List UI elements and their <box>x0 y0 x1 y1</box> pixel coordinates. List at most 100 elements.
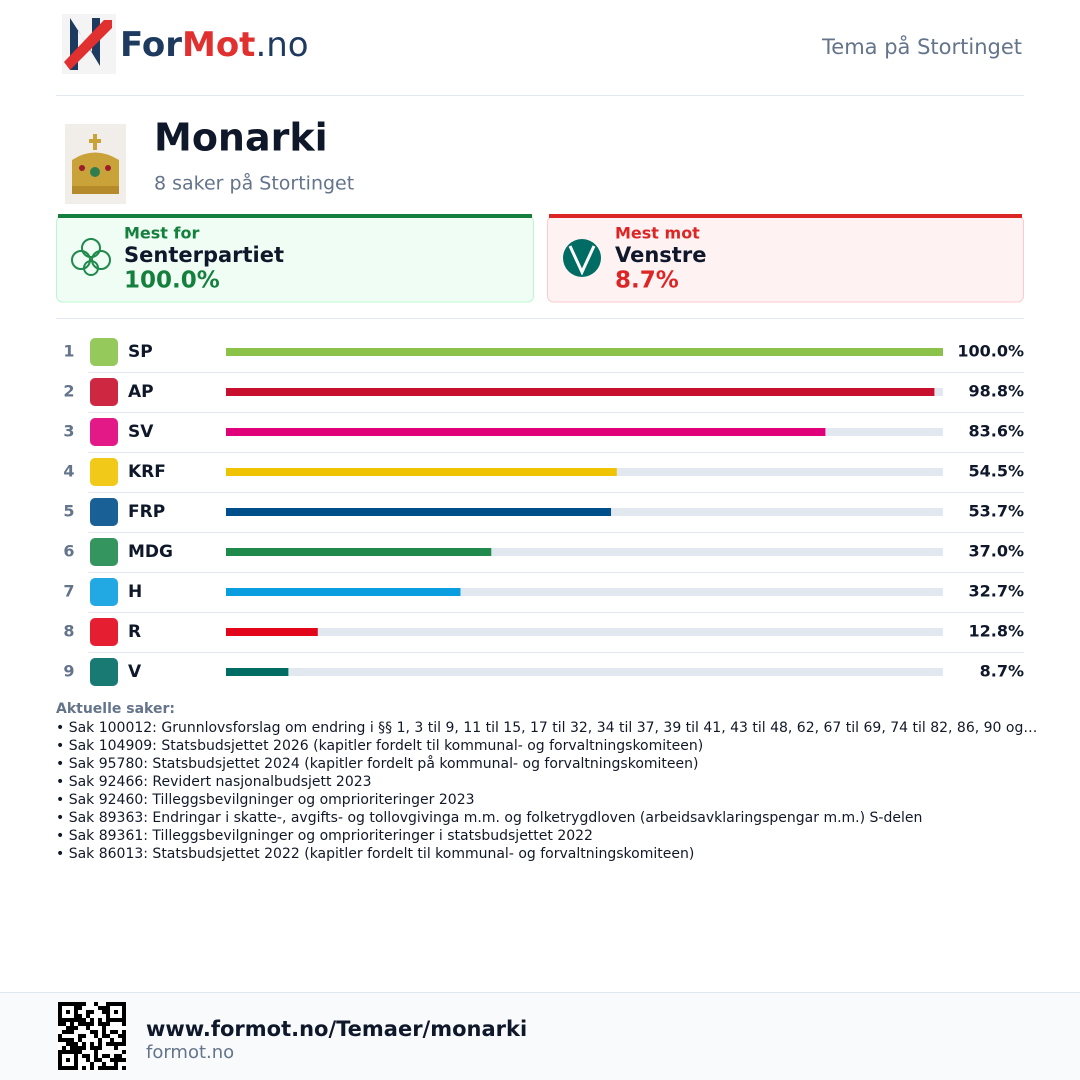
qr-module <box>86 1014 90 1018</box>
qr-module <box>62 1050 66 1054</box>
card-party: Senterpartiet <box>124 243 284 267</box>
card-label: Mest mot <box>615 224 700 243</box>
section-link[interactable]: Tema på Stortinget <box>821 34 1022 59</box>
card-most-for: Mest for Senterpartiet 100.0% <box>56 214 534 303</box>
party-name: SP <box>128 342 153 362</box>
party-logo <box>90 618 118 646</box>
qr-module <box>114 1058 118 1062</box>
qr-module <box>114 1066 118 1070</box>
qr-module <box>74 1050 78 1054</box>
qr-module <box>74 1062 78 1066</box>
qr-module <box>106 1018 110 1022</box>
qr-module <box>90 1062 94 1066</box>
party-logo <box>90 418 118 446</box>
brand-part: .no <box>255 25 308 65</box>
qr-module <box>102 1062 106 1066</box>
qr-module <box>74 1006 78 1010</box>
qr-module <box>82 1066 86 1070</box>
qr-module <box>66 1066 70 1070</box>
qr-module <box>106 1042 110 1046</box>
qr-module <box>70 1066 74 1070</box>
cases-list: • Sak 100012: Grunnlovsforslag om endrin… <box>56 720 1037 862</box>
qr-module <box>70 1042 74 1046</box>
party-logo <box>90 658 118 686</box>
qr-module <box>70 1022 74 1026</box>
rank: 2 <box>63 382 74 401</box>
case-item: • Sak 92466: Revidert nasjonalbudsjett 2… <box>56 774 372 790</box>
qr-module <box>58 1014 62 1018</box>
qr-module <box>66 1026 70 1030</box>
qr-module <box>110 1058 114 1062</box>
value-label: 32.7% <box>968 582 1024 601</box>
qr-module <box>66 1058 70 1062</box>
party-logo <box>90 458 118 486</box>
qr-module <box>74 1042 78 1046</box>
qr-module <box>58 1054 62 1058</box>
qr-module <box>118 1054 122 1058</box>
qr-module <box>78 1006 82 1010</box>
qr-module <box>102 1066 106 1070</box>
qr-module <box>82 1042 86 1046</box>
party-logo <box>90 538 118 566</box>
party-logo <box>90 578 118 606</box>
qr-module <box>58 1002 62 1006</box>
qr-module <box>118 1018 122 1022</box>
qr-module <box>98 1006 102 1010</box>
qr-module <box>58 1058 62 1062</box>
qr-module <box>58 1006 62 1010</box>
qr-module <box>94 1046 98 1050</box>
qr-module <box>82 1054 86 1058</box>
qr-module <box>62 1038 66 1042</box>
qr-module <box>122 1042 126 1046</box>
qr-module <box>94 1002 98 1006</box>
qr-module <box>58 1066 62 1070</box>
party-logo <box>90 498 118 526</box>
card-most-against: Mest mot Venstre 8.7% <box>547 214 1024 303</box>
qr-module <box>78 1034 82 1038</box>
qr-module <box>90 1046 94 1050</box>
topic-image <box>65 124 126 204</box>
qr-module <box>122 1050 126 1054</box>
qr-module <box>66 1050 70 1054</box>
party-logo <box>90 338 118 366</box>
qr-module <box>102 1010 106 1014</box>
qr-module <box>94 1058 98 1062</box>
rank: 8 <box>63 622 74 641</box>
qr-code <box>58 1002 126 1070</box>
qr-module <box>58 1038 62 1042</box>
qr-module <box>118 1042 122 1046</box>
qr-module <box>66 1018 70 1022</box>
qr-module <box>122 1038 126 1042</box>
party-name: R <box>128 622 141 642</box>
qr-module <box>90 1018 94 1022</box>
qr-module <box>74 1054 78 1058</box>
value-label: 100.0% <box>957 342 1024 361</box>
qr-module <box>114 1062 118 1066</box>
bar-track <box>226 548 943 556</box>
qr-module <box>122 1058 126 1062</box>
footer-url[interactable]: www.formot.no/Temaer/monarki <box>146 1017 527 1041</box>
qr-module <box>114 1046 118 1050</box>
footer-domain: formot.no <box>146 1042 234 1063</box>
qr-module <box>94 1034 98 1038</box>
qr-module <box>106 1014 110 1018</box>
qr-module <box>102 1034 106 1038</box>
qr-module <box>110 1018 114 1022</box>
qr-module <box>98 1046 102 1050</box>
qr-module <box>106 1022 110 1026</box>
rank: 3 <box>63 422 74 441</box>
qr-module <box>82 1034 86 1038</box>
qr-module <box>74 1018 78 1022</box>
party-name: KRF <box>128 462 166 482</box>
value-label: 37.0% <box>968 542 1024 561</box>
qr-module <box>86 1058 90 1062</box>
qr-module <box>90 1022 94 1026</box>
qr-module <box>110 1066 114 1070</box>
bar <box>226 668 289 676</box>
qr-module <box>102 1054 106 1058</box>
qr-module <box>82 1002 86 1006</box>
qr-module <box>58 1010 62 1014</box>
rank: 1 <box>63 342 74 361</box>
case-item: • Sak 92460: Tilleggsbevilgninger og omp… <box>56 792 475 808</box>
bar <box>226 428 826 436</box>
